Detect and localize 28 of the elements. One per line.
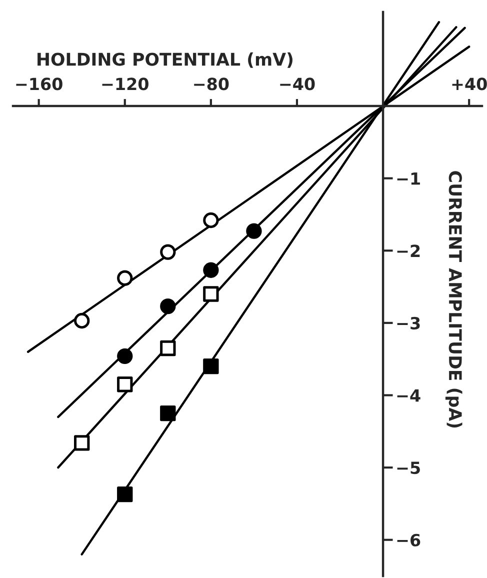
x-tick-label: −80 [194, 78, 229, 90]
y-tick-label: −1 [397, 172, 420, 185]
point [160, 244, 176, 260]
point [203, 358, 219, 374]
point [160, 298, 176, 314]
point [246, 223, 262, 239]
x-tick-label: −160 [16, 78, 62, 90]
y-tick-label: −2 [397, 244, 420, 257]
point [203, 262, 219, 278]
x-tick-label: −120 [102, 78, 148, 90]
point [160, 405, 176, 422]
point [203, 286, 219, 302]
point [74, 312, 90, 329]
y-tick-label: −3 [397, 316, 420, 330]
point [74, 435, 90, 451]
x-tick-label: −40 [280, 78, 315, 90]
y-axis-title: CURRENT AMPLITUDE (pA) [445, 171, 462, 428]
point [117, 376, 133, 392]
point [203, 212, 219, 228]
point [117, 348, 133, 364]
point [117, 270, 133, 286]
y-tick-label: −4 [397, 389, 420, 402]
point [117, 486, 133, 502]
x-axis-title: HOLDING POTENTIAL (mV) [38, 52, 292, 68]
y-tick-label: −6 [397, 534, 420, 546]
point [160, 340, 176, 356]
y-tick-label: −5 [397, 462, 420, 474]
x-tick-label: +40 [452, 78, 487, 90]
